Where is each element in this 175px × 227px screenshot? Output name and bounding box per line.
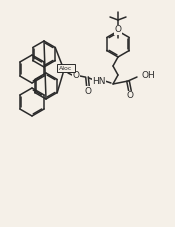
- Text: O: O: [114, 25, 121, 35]
- Text: HN: HN: [92, 76, 106, 86]
- Text: O: O: [85, 86, 92, 96]
- Text: O: O: [127, 91, 134, 101]
- Text: OH: OH: [141, 72, 155, 81]
- Text: Aloc: Aloc: [59, 66, 73, 71]
- Text: O: O: [72, 71, 79, 79]
